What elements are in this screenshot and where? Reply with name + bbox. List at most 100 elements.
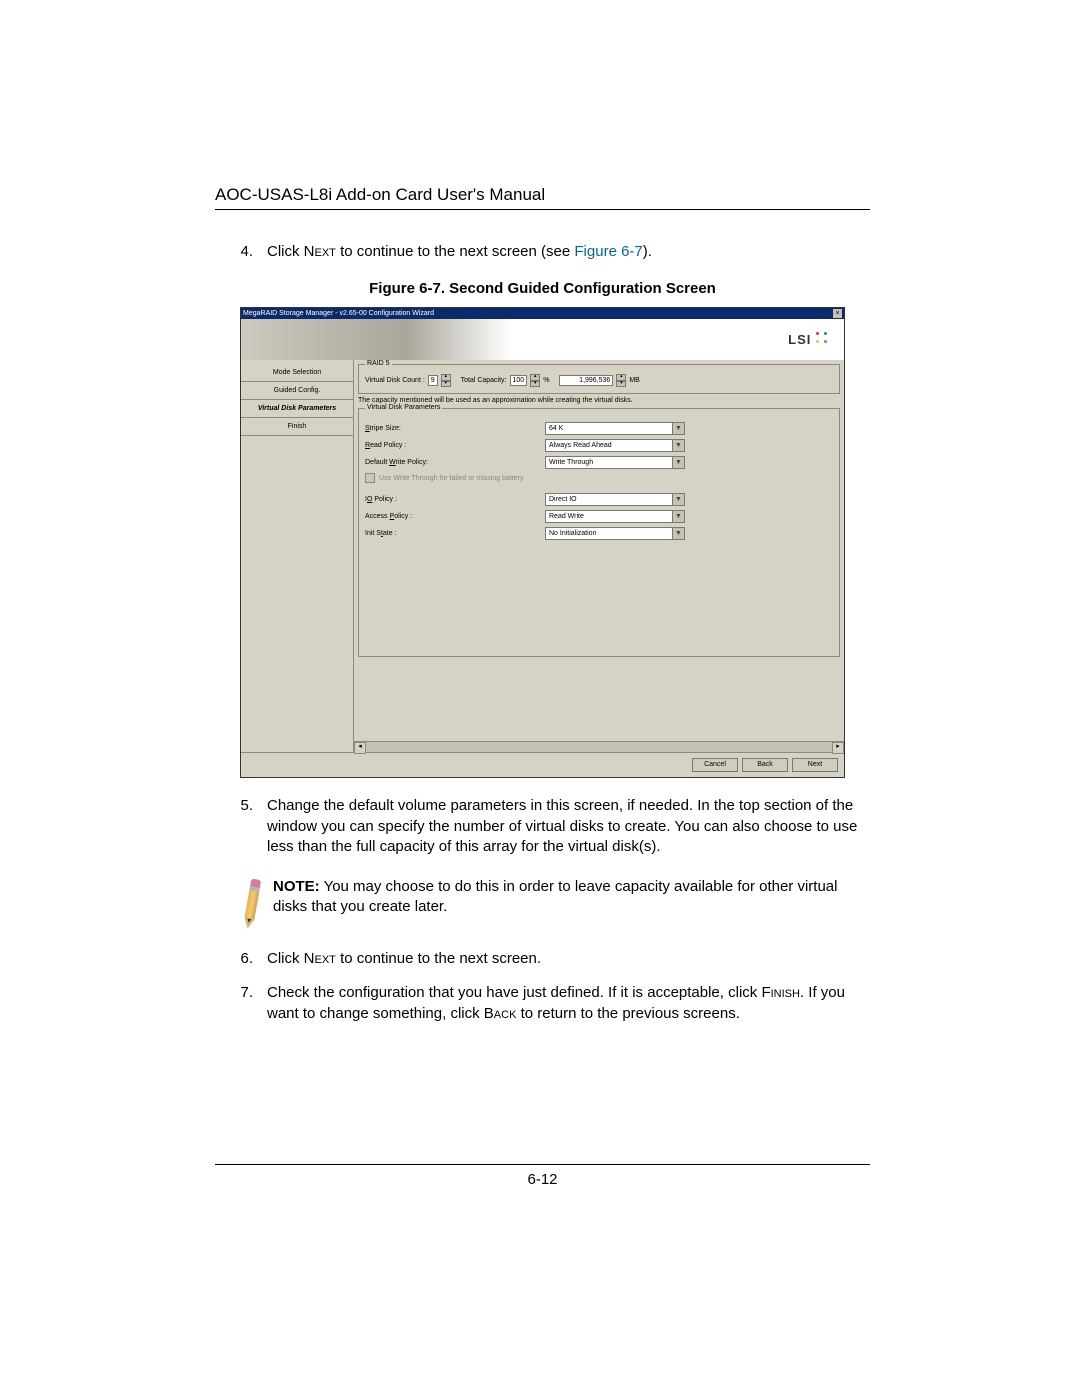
note-body: You may choose to do this in order to le… <box>273 878 837 915</box>
horizontal-scrollbar[interactable]: ◂ ▸ <box>354 741 844 752</box>
wizard-window: MegaRAID Storage Manager - v2.65-00 Conf… <box>240 307 845 778</box>
finish-smallcaps: Finish <box>761 984 800 1001</box>
chevron-down-icon: ▼ <box>672 440 684 451</box>
init-state-value: No Initialization <box>549 530 596 537</box>
chevron-down-icon: ▼ <box>672 494 684 505</box>
step-5-text: Change the default volume parameters in … <box>267 796 870 857</box>
page-header-title: AOC-USAS-L8i Add-on Card User's Manual <box>215 185 870 205</box>
nav-finish[interactable]: Finish <box>241 418 353 436</box>
param-write-policy: Default Write Policy: Write Through ▼ <box>365 456 833 469</box>
main-column: RAID 5 Virtual Disk Count : 9 ▴▾ Total C… <box>354 360 844 752</box>
button-bar: Cancel Back Next <box>241 752 844 777</box>
write-policy-value: Write Through <box>549 459 593 466</box>
init-state-dropdown[interactable]: No Initialization ▼ <box>545 527 685 540</box>
text: ). <box>643 243 652 260</box>
step-6: 6. Click Next to continue to the next sc… <box>215 949 870 969</box>
param-init-state: Init State : No Initialization ▼ <box>365 527 833 540</box>
wizard-body: Mode Selection Guided Config. Virtual Di… <box>241 360 844 752</box>
nav-virtual-disk-parameters[interactable]: Virtual Disk Parameters <box>241 400 353 418</box>
figure-link[interactable]: Figure 6-7 <box>574 243 642 260</box>
lsi-text: LSI <box>788 332 811 347</box>
vd-count-input[interactable]: 9 <box>428 375 438 386</box>
header-rule <box>215 209 870 210</box>
text: Check the configuration that you have ju… <box>267 984 761 1001</box>
text: Click <box>267 243 304 260</box>
note-text: NOTE: You may choose to do this in order… <box>273 877 870 929</box>
read-policy-dropdown[interactable]: Always Read Ahead ▼ <box>545 439 685 452</box>
cancel-button[interactable]: Cancel <box>692 758 738 772</box>
total-capacity-mb-input[interactable]: 1,996,536 <box>559 375 613 386</box>
figure-caption: Figure 6-7. Second Guided Configuration … <box>215 280 870 297</box>
total-capacity-mb-spinner[interactable]: ▴▾ <box>616 374 626 387</box>
chevron-down-icon: ▼ <box>672 457 684 468</box>
note-label: NOTE: <box>273 878 320 895</box>
page-number: 6-12 <box>215 1171 870 1188</box>
access-policy-dropdown[interactable]: Read Write ▼ <box>545 510 685 523</box>
pencil-icon <box>243 879 262 930</box>
window-title: MegaRAID Storage Manager - v2.65-00 Conf… <box>243 310 434 317</box>
nav-column: Mode Selection Guided Config. Virtual Di… <box>241 360 354 752</box>
raid-group: RAID 5 Virtual Disk Count : 9 ▴▾ Total C… <box>358 364 840 394</box>
vd-count-spinner[interactable]: ▴▾ <box>441 374 451 387</box>
step-number: 5. <box>215 796 267 857</box>
text: Click <box>267 950 304 967</box>
write-policy-dropdown[interactable]: Write Through ▼ <box>545 456 685 469</box>
step-5: 5. Change the default volume parameters … <box>215 796 870 857</box>
total-capacity-pct-input[interactable]: 100 <box>510 375 528 386</box>
total-capacity-pct-spinner[interactable]: ▴▾ <box>530 374 540 387</box>
step-list: 4. Click Next to continue to the next sc… <box>215 242 870 262</box>
scroll-left-icon[interactable]: ◂ <box>354 742 366 754</box>
vd-count-label: Virtual Disk Count : <box>365 377 425 384</box>
chevron-down-icon: ▼ <box>672 423 684 434</box>
param-io-policy: IO Policy : Direct IO ▼ <box>365 493 833 506</box>
param-read-policy: Read Policy : Always Read Ahead ▼ <box>365 439 833 452</box>
total-capacity-label: Total Capacity: <box>461 377 507 384</box>
text: to continue to the next screen. <box>336 950 541 967</box>
step-number: 4. <box>215 242 267 262</box>
text: to continue to the next screen (see <box>336 243 574 260</box>
read-policy-value: Always Read Ahead <box>549 442 612 449</box>
scroll-right-icon[interactable]: ▸ <box>832 742 844 754</box>
step-list-2: 5. Change the default volume parameters … <box>215 796 870 857</box>
step-4: 4. Click Next to continue to the next sc… <box>215 242 870 262</box>
checkbox-label: Use Write Through for failed or missing … <box>379 475 523 482</box>
banner: LSI <box>241 319 844 360</box>
chevron-down-icon: ▼ <box>672 511 684 522</box>
param-access-policy: Access Policy : Read Write ▼ <box>365 510 833 523</box>
vdp-group: Virtual Disk Parameters Stripe Size: 64 … <box>358 408 840 657</box>
lsi-dots-icon <box>816 332 830 345</box>
back-button[interactable]: Back <box>742 758 788 772</box>
step-number: 7. <box>215 983 267 1024</box>
step-number: 6. <box>215 949 267 969</box>
chevron-down-icon: ▼ <box>672 528 684 539</box>
percent-label: % <box>543 377 549 384</box>
step-list-3: 6. Click Next to continue to the next sc… <box>215 949 870 1024</box>
next-button[interactable]: Next <box>792 758 838 772</box>
capacity-note: The capacity mentioned will be used as a… <box>358 397 840 404</box>
checkbox-icon <box>365 473 375 483</box>
nav-mode-selection[interactable]: Mode Selection <box>241 364 353 382</box>
titlebar: MegaRAID Storage Manager - v2.65-00 Conf… <box>241 308 844 319</box>
note-block: NOTE: You may choose to do this in order… <box>247 877 870 929</box>
next-smallcaps: Next <box>304 243 336 260</box>
mb-label: MB <box>629 377 640 384</box>
stripe-size-value: 64 K <box>549 425 563 432</box>
param-stripe-size: Stripe Size: 64 K ▼ <box>365 422 833 435</box>
stripe-size-dropdown[interactable]: 64 K ▼ <box>545 422 685 435</box>
swoosh-graphic <box>241 319 641 360</box>
access-policy-value: Read Write <box>549 513 584 520</box>
lsi-logo: LSI <box>788 331 830 347</box>
close-icon[interactable]: × <box>833 309 842 318</box>
raid-group-title: RAID 5 <box>365 360 392 367</box>
next-smallcaps: Next <box>304 950 336 967</box>
step-7: 7. Check the configuration that you have… <box>215 983 870 1024</box>
nav-guided-config[interactable]: Guided Config. <box>241 382 353 400</box>
back-smallcaps: Back <box>484 1005 517 1022</box>
text: to return to the previous screens. <box>516 1005 739 1022</box>
io-policy-dropdown[interactable]: Direct IO ▼ <box>545 493 685 506</box>
manual-page: AOC-USAS-L8i Add-on Card User's Manual 4… <box>0 0 1080 1397</box>
footer-rule <box>215 1164 870 1165</box>
io-policy-value: Direct IO <box>549 496 577 503</box>
write-through-checkbox: Use Write Through for failed or missing … <box>365 473 833 483</box>
vdp-group-title: Virtual Disk Parameters <box>365 404 442 411</box>
